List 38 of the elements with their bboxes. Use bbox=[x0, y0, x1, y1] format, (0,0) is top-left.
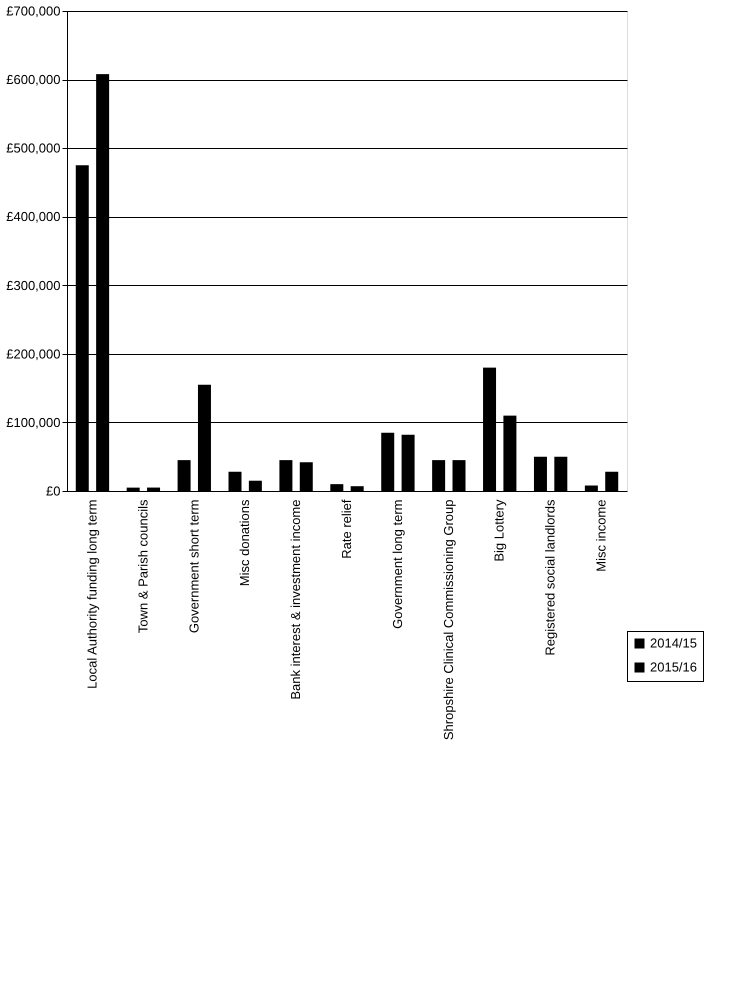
bar bbox=[452, 460, 466, 491]
x-tick-label: Big Lottery bbox=[492, 499, 507, 562]
bar bbox=[178, 460, 191, 491]
bar bbox=[381, 432, 394, 491]
x-tick-label: Local Authority funding long term bbox=[84, 500, 100, 689]
legend-label: 2015/16 bbox=[650, 660, 697, 674]
x-tick-label: Misc income bbox=[594, 500, 609, 572]
x-tick-label: Government short term bbox=[186, 500, 202, 634]
bar bbox=[248, 480, 262, 491]
y-tick-label: £200,000 bbox=[6, 346, 60, 362]
bar bbox=[402, 434, 415, 491]
y-tick-label: £700,000 bbox=[6, 4, 60, 18]
bar bbox=[300, 462, 313, 491]
x-tick-label: Shropshire Clinical Commissioning Group bbox=[440, 500, 456, 740]
bar bbox=[605, 472, 618, 491]
bar bbox=[279, 460, 292, 491]
x-tick-label: Town & Parish councils bbox=[135, 499, 150, 634]
bar bbox=[126, 488, 140, 491]
y-tick-label: £0 bbox=[46, 484, 60, 498]
x-tick-label: Government long term bbox=[390, 500, 405, 629]
bar bbox=[350, 486, 364, 491]
y-tick-label: £300,000 bbox=[6, 278, 60, 293]
bar bbox=[534, 456, 547, 491]
bar bbox=[228, 472, 242, 491]
y-tick-label: £400,000 bbox=[6, 209, 60, 224]
y-tick-label: £100,000 bbox=[6, 414, 60, 430]
legend-label: 2014/15 bbox=[650, 636, 697, 650]
x-tick-label: Misc donations bbox=[237, 499, 252, 586]
bar bbox=[147, 488, 160, 491]
bar bbox=[432, 460, 446, 491]
bar bbox=[554, 456, 568, 491]
y-tick-label: £600,000 bbox=[6, 72, 60, 88]
bar bbox=[330, 484, 344, 491]
bar bbox=[584, 486, 598, 491]
x-tick-label: Rate relief bbox=[339, 499, 354, 559]
x-tick-label: Bank interest & investment income bbox=[288, 500, 304, 700]
x-tick-label: Registered social landlords bbox=[542, 499, 558, 656]
y-tick-label: £500,000 bbox=[6, 140, 60, 156]
